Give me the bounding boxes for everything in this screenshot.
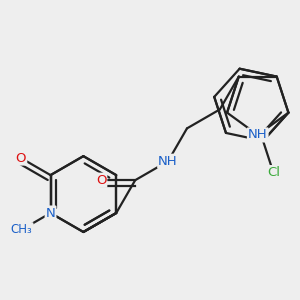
Text: O: O <box>96 174 106 187</box>
Text: NH: NH <box>248 128 268 141</box>
Text: N: N <box>46 206 56 220</box>
Text: Cl: Cl <box>267 166 280 179</box>
Text: CH₃: CH₃ <box>11 223 32 236</box>
Text: NH: NH <box>158 155 178 168</box>
Text: O: O <box>16 152 26 164</box>
